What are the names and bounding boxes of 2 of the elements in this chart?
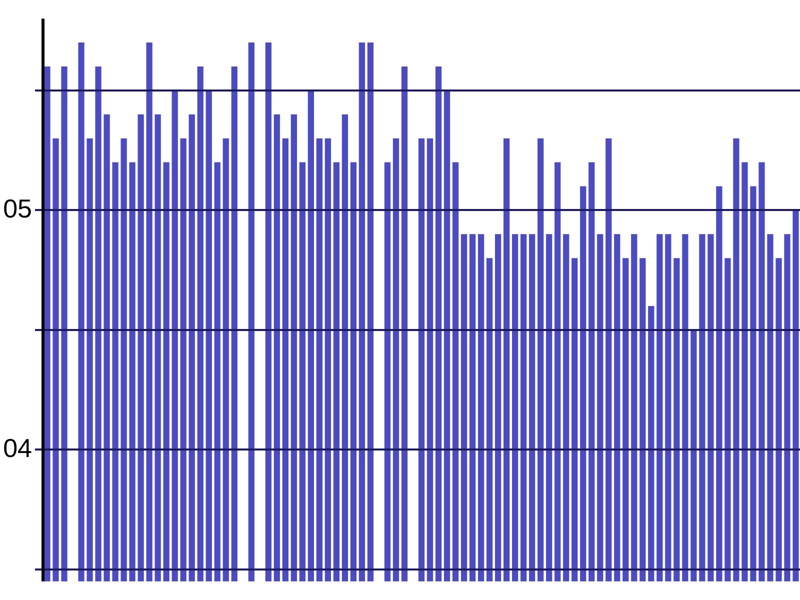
y-tick-label: 04	[3, 432, 32, 463]
y-tick-label: 05	[3, 193, 32, 224]
